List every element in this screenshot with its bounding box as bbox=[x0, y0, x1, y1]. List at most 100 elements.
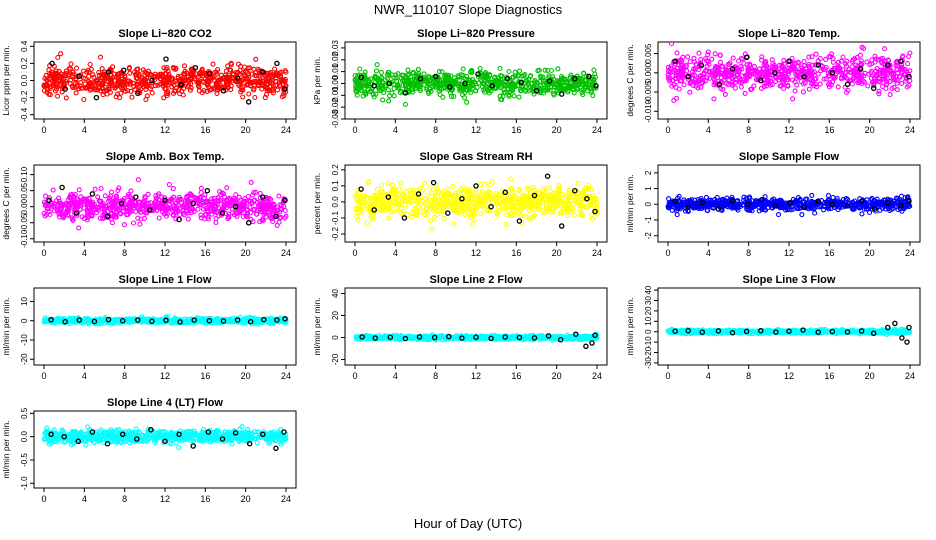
data-point bbox=[213, 209, 219, 215]
data-point bbox=[679, 78, 685, 84]
x-tick-label: 4 bbox=[706, 248, 711, 258]
data-point bbox=[571, 212, 578, 218]
data-point bbox=[479, 78, 485, 84]
data-point bbox=[435, 80, 441, 86]
data-point bbox=[763, 62, 770, 69]
data-point bbox=[265, 209, 271, 215]
data-point bbox=[82, 81, 88, 87]
y-axis-label: Licor ppm per min. bbox=[1, 45, 11, 115]
data-point bbox=[144, 210, 150, 216]
data-point bbox=[506, 68, 512, 75]
panel-4: Slope Amb. Box Temp.0 4 8 12 16 20 24-0.10-0.0… bbox=[1, 151, 297, 258]
series-point bbox=[62, 86, 68, 92]
data-point bbox=[751, 83, 757, 89]
series-point bbox=[260, 194, 266, 200]
data-point bbox=[117, 95, 123, 101]
data-point bbox=[516, 187, 522, 193]
series-point bbox=[274, 60, 280, 67]
data-point bbox=[840, 54, 846, 60]
data-point bbox=[739, 66, 745, 72]
data-point bbox=[405, 79, 411, 85]
data-point bbox=[189, 193, 195, 199]
series-point bbox=[162, 197, 168, 204]
data-point bbox=[135, 215, 141, 221]
data-point bbox=[378, 87, 384, 94]
data-point bbox=[823, 56, 829, 62]
data-point bbox=[239, 87, 245, 93]
data-point bbox=[80, 75, 86, 81]
data-point bbox=[102, 193, 108, 199]
data-point bbox=[516, 94, 522, 100]
series-point bbox=[282, 197, 288, 204]
data-point bbox=[111, 71, 117, 77]
data-point bbox=[354, 78, 360, 84]
x-tick-label: 24 bbox=[281, 125, 291, 135]
data-point bbox=[68, 61, 74, 67]
data-point bbox=[380, 83, 386, 89]
data-point bbox=[140, 67, 146, 73]
data-point bbox=[435, 84, 441, 90]
data-point bbox=[95, 205, 102, 211]
data-point bbox=[214, 201, 220, 207]
data-point bbox=[420, 203, 426, 209]
data-point bbox=[144, 93, 150, 99]
data-point bbox=[531, 91, 537, 97]
data-point bbox=[858, 61, 864, 67]
data-point bbox=[184, 194, 190, 200]
data-point bbox=[93, 87, 99, 93]
data-point bbox=[764, 80, 770, 86]
x-tick-label: 20 bbox=[552, 125, 562, 135]
data-point bbox=[508, 86, 514, 92]
x-tick-label: 16 bbox=[200, 248, 210, 258]
data-point bbox=[450, 183, 456, 189]
data-point bbox=[84, 217, 90, 223]
data-point bbox=[464, 99, 470, 105]
data-point bbox=[792, 60, 798, 66]
data-point bbox=[882, 65, 888, 71]
data-point bbox=[523, 213, 529, 219]
data-point bbox=[253, 56, 259, 62]
series-point bbox=[844, 81, 851, 88]
data-point bbox=[180, 210, 186, 216]
data-point bbox=[540, 186, 546, 192]
data-point bbox=[792, 88, 798, 94]
data-point bbox=[872, 53, 878, 59]
data-point bbox=[386, 73, 392, 79]
data-point bbox=[111, 199, 117, 205]
series-point bbox=[870, 85, 877, 91]
data-point bbox=[98, 185, 104, 192]
data-point bbox=[785, 83, 791, 89]
data-point bbox=[152, 71, 158, 77]
data-point bbox=[727, 60, 733, 66]
x-tick-label: 4 bbox=[82, 248, 87, 258]
data-point bbox=[142, 195, 148, 201]
data-point bbox=[427, 78, 433, 84]
data-point bbox=[204, 88, 210, 94]
data-point bbox=[843, 61, 849, 67]
data-point bbox=[786, 61, 792, 67]
series-point bbox=[234, 75, 241, 81]
data-point bbox=[87, 81, 93, 88]
data-point bbox=[204, 77, 210, 84]
data-point bbox=[50, 83, 56, 89]
data-point bbox=[817, 55, 823, 62]
series-point bbox=[59, 184, 65, 191]
x-tick-label: 24 bbox=[281, 371, 291, 381]
data-point bbox=[890, 71, 896, 77]
data-point bbox=[210, 61, 216, 67]
data-point bbox=[451, 221, 457, 227]
data-point bbox=[456, 74, 462, 80]
data-point bbox=[699, 75, 705, 81]
y-tick-label: -0.01 bbox=[331, 86, 340, 105]
series-point bbox=[544, 173, 551, 179]
x-tick-label: 16 bbox=[200, 371, 210, 381]
data-point bbox=[224, 198, 230, 204]
data-point bbox=[590, 93, 596, 99]
data-point bbox=[78, 79, 84, 86]
data-point bbox=[140, 199, 146, 205]
series-point bbox=[232, 203, 239, 210]
data-point bbox=[156, 215, 162, 221]
data-point bbox=[121, 79, 128, 85]
data-point bbox=[743, 78, 749, 84]
data-point bbox=[278, 214, 284, 220]
